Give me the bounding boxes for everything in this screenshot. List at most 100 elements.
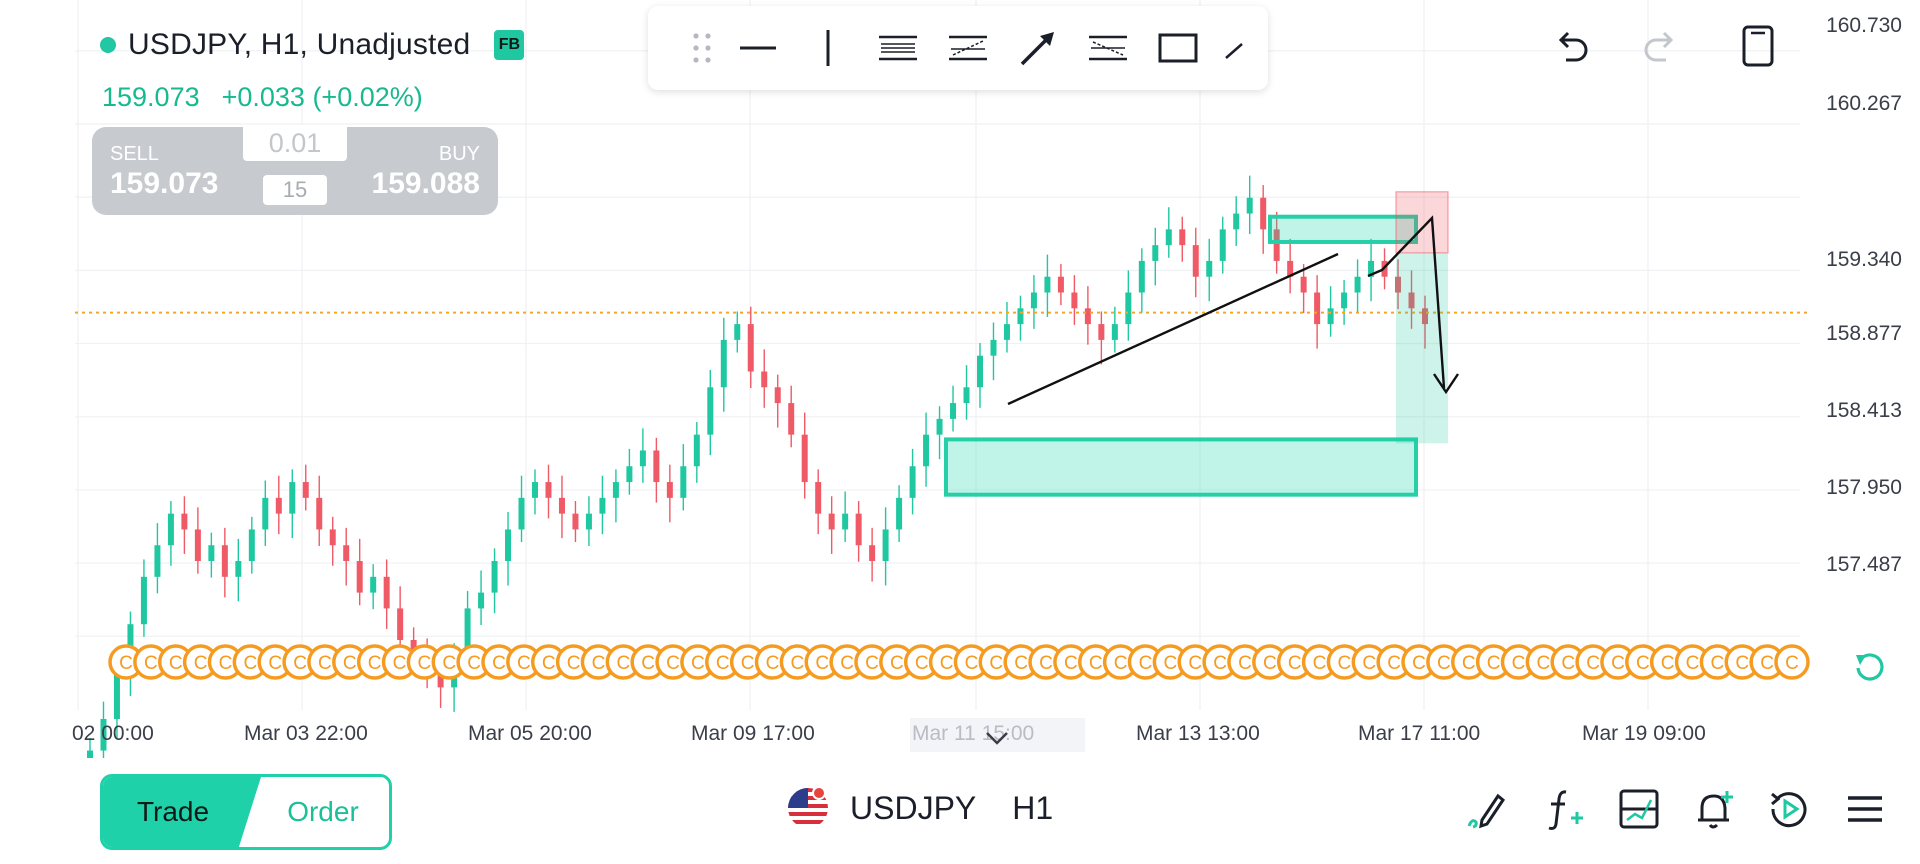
candle-body <box>370 576 377 593</box>
event-marker-label: C <box>542 653 556 674</box>
candle-body <box>100 718 107 751</box>
candle-body <box>1111 324 1118 340</box>
candle-body <box>1327 308 1334 325</box>
candle-body <box>289 482 296 514</box>
stop-loss-price-tag: 159.711 <box>1825 181 1901 204</box>
event-marker-label: C <box>666 653 680 674</box>
candle-body <box>1098 324 1105 340</box>
candle-body <box>909 466 916 498</box>
chevron-down-icon[interactable] <box>984 730 1010 746</box>
event-marker-label: C <box>219 653 233 674</box>
event-marker-label: C <box>293 653 307 674</box>
trade-tab[interactable]: Trade <box>103 777 261 847</box>
candle-body <box>950 403 957 419</box>
event-marker-label: C <box>865 653 879 674</box>
market-status-icon <box>100 37 116 53</box>
undo-icon[interactable] <box>1548 22 1596 70</box>
broker-badge: FB <box>494 30 525 60</box>
event-marker-label: C <box>1163 653 1177 674</box>
candle-body <box>316 497 323 530</box>
candle-body <box>1408 292 1415 309</box>
time-axis-label: 02 00:00 <box>72 722 154 745</box>
redo-icon[interactable] <box>1636 22 1684 70</box>
candle-body <box>221 545 228 577</box>
time-axis-label: Mar 05 20:00 <box>468 722 592 745</box>
candle-body <box>855 513 862 546</box>
fib-retracement-icon[interactable] <box>944 24 992 72</box>
event-marker-label: C <box>1188 653 1202 674</box>
horizontal-line-icon[interactable] <box>734 24 782 72</box>
price-axis-label: 158.413 <box>1826 399 1902 422</box>
time-crosshair-label: Mar 11 15:00 <box>912 722 1035 745</box>
symbol-title[interactable]: USDJPY, H1, Unadjusted <box>128 28 471 61</box>
candle-body <box>113 671 120 719</box>
drawing-tools-icon[interactable] <box>1462 784 1512 834</box>
mobile-layout-icon[interactable] <box>1734 22 1782 70</box>
candle-body <box>181 513 188 530</box>
candle-body <box>693 434 700 467</box>
candle-body <box>788 403 795 435</box>
layout-icon[interactable] <box>1614 784 1664 834</box>
replay-icon[interactable] <box>1764 784 1814 834</box>
event-marker-label: C <box>343 653 357 674</box>
bottom-bar: Trade Order USDJPY H1 <box>0 758 1920 864</box>
projection-arrow-head <box>1433 373 1459 395</box>
drag-handle-icon[interactable] <box>678 24 726 72</box>
sell-button[interactable]: 159.073 <box>110 167 219 200</box>
rectangle-icon[interactable] <box>1154 24 1202 72</box>
event-marker-label: C <box>989 653 1003 674</box>
candle-body <box>464 608 471 656</box>
reset-chart-icon[interactable] <box>1848 646 1890 688</box>
candle-body <box>1017 308 1024 325</box>
menu-icon[interactable] <box>1840 784 1890 834</box>
indicators-icon[interactable] <box>1538 784 1588 834</box>
candle-body <box>545 482 552 498</box>
current-price-tag: 159.073 <box>1825 287 1901 310</box>
event-marker-label: C <box>1735 653 1749 674</box>
candle-body <box>572 513 579 530</box>
stop-loss-zone <box>1395 191 1449 254</box>
event-marker-label: C <box>815 653 829 674</box>
event-marker-label: C <box>492 653 506 674</box>
symbol-selector[interactable]: USDJPY H1 <box>788 788 1053 828</box>
quick-trade-panel: SELL 159.073 BUY 159.088 0.01 15 <box>92 125 498 215</box>
time-crosshair-box <box>910 718 1085 752</box>
buy-button[interactable]: 159.088 <box>371 167 480 200</box>
drawing-toolbar <box>648 6 1268 90</box>
notification-dot <box>812 786 826 800</box>
candle-body <box>1179 229 1186 246</box>
candle-body <box>1368 260 1375 277</box>
brush-icon[interactable] <box>1210 24 1258 72</box>
pitchfork-icon[interactable] <box>1084 24 1132 72</box>
add-alert-icon[interactable] <box>1690 784 1740 834</box>
candle-body <box>612 482 619 498</box>
order-tab[interactable]: Order <box>287 796 359 827</box>
candle-body <box>1273 229 1280 261</box>
candle-body <box>235 561 242 577</box>
candle-body <box>262 497 269 530</box>
parallel-channel-icon[interactable] <box>874 24 922 72</box>
candle-body <box>774 387 781 404</box>
candle-body <box>707 387 714 435</box>
event-marker-label: C <box>517 653 531 674</box>
candle-body <box>923 434 930 467</box>
candle-body <box>491 561 498 593</box>
event-marker-label: C <box>1114 653 1128 674</box>
candle-body <box>1071 292 1078 309</box>
symbol-label[interactable]: USDJPY <box>850 789 977 826</box>
event-marker-label: C <box>840 653 854 674</box>
event-marker-label: C <box>1238 653 1252 674</box>
event-marker-label: C <box>1487 653 1501 674</box>
timeframe-selector[interactable]: H1 <box>1012 789 1054 826</box>
candle-body <box>666 482 673 498</box>
arrow-icon[interactable] <box>1014 24 1062 72</box>
candle-body <box>1354 276 1361 293</box>
vertical-line-icon[interactable] <box>804 24 852 72</box>
supply-zone <box>1268 214 1418 244</box>
event-marker-label: C <box>1437 653 1451 674</box>
event-marker-label: C <box>144 653 158 674</box>
quantity-input[interactable]: 0.01 <box>243 125 347 161</box>
candle-body <box>208 545 215 562</box>
